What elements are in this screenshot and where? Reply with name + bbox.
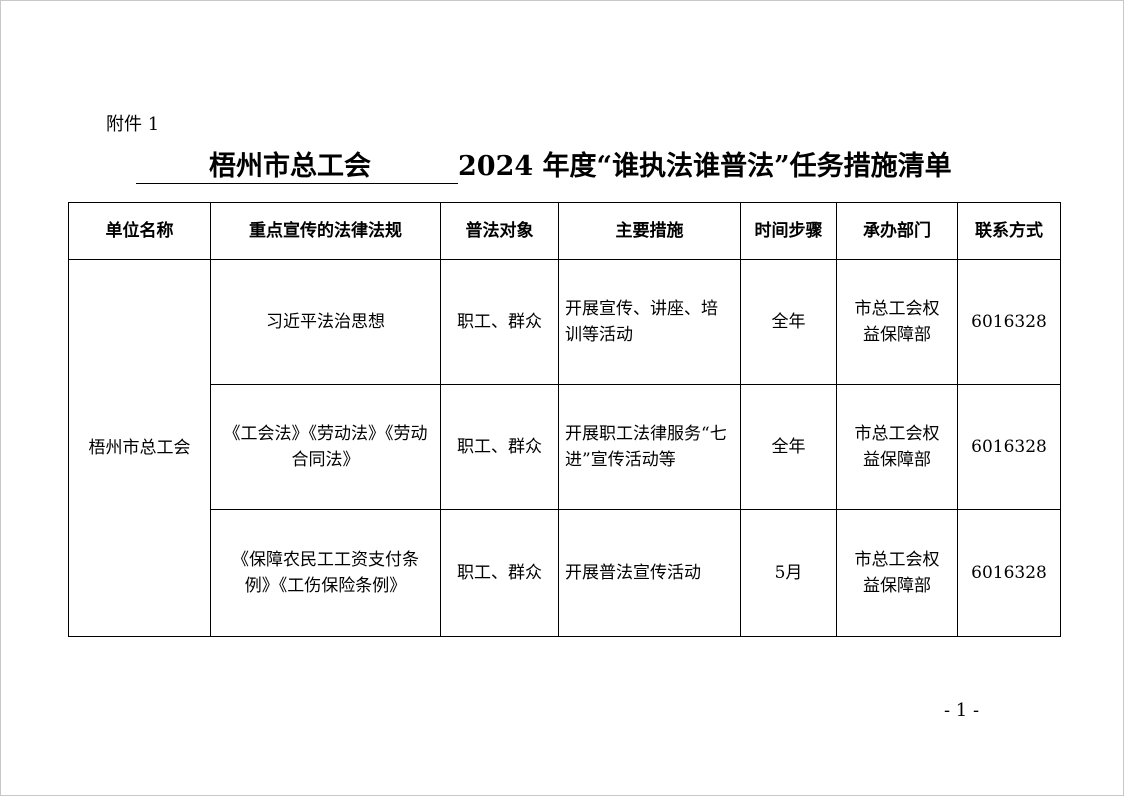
contact-cell: 6016328 [957,259,1061,385]
dept-cell: 市总工会权益保障部 [836,509,958,637]
header-cell: 重点宣传的法律法规 [210,202,441,260]
table-header-row: 单位名称 重点宣传的法律法规 普法对象 主要措施 时间步骤 承办部门 联系方式 [68,202,1061,260]
unit-name-cell: 梧州市总工会 [68,259,211,637]
target-cell: 职工、群众 [440,384,559,510]
table-row: 《工会法》《劳动法》《劳动合同法》 职工、群众 开展职工法律服务“七进”宣传活动… [69,384,1061,510]
law-cell: 《保障农民工工资支付条例》《工伤保险条例》 [210,509,441,637]
task-table: 单位名称 重点宣传的法律法规 普法对象 主要措施 时间步骤 承办部门 联系方式 … [68,202,1061,637]
measure-cell: 开展宣传、讲座、培训等活动 [558,259,741,385]
target-cell: 职工、群众 [440,259,559,385]
table-row: 梧州市总工会 习近平法治思想 职工、群众 开展宣传、讲座、培训等活动 全年 市总… [68,259,1061,637]
measure-cell: 开展职工法律服务“七进”宣传活动等 [558,384,741,510]
page-number: - 1 - [944,700,980,721]
attachment-label: 附件 1 [106,114,160,135]
header-cell: 普法对象 [440,202,559,260]
dept-cell: 市总工会权益保障部 [836,259,958,385]
law-cell: 《工会法》《劳动法》《劳动合同法》 [210,384,441,510]
time-cell: 全年 [740,384,837,510]
document-title: 梧州市总工会 2024 年度“谁执法谁普法”任务措施清单 [136,144,952,184]
header-cell: 主要措施 [558,202,741,260]
title-unit: 梧州市总工会 [136,144,458,184]
law-cell: 习近平法治思想 [210,259,441,385]
header-cell: 承办部门 [836,202,958,260]
contact-cell: 6016328 [957,509,1061,637]
contact-cell: 6016328 [957,384,1061,510]
header-cell: 单位名称 [68,202,211,260]
target-cell: 职工、群众 [440,509,559,637]
time-cell: 全年 [740,259,837,385]
measure-cell: 开展普法宣传活动 [558,509,741,637]
header-cell: 联系方式 [957,202,1061,260]
table-row: 《保障农民工工资支付条例》《工伤保险条例》 职工、群众 开展普法宣传活动 5月 … [69,509,1061,637]
time-cell: 5月 [740,509,837,637]
title-rest: 2024 年度“谁执法谁普法”任务措施清单 [458,151,952,182]
header-cell: 时间步骤 [740,202,837,260]
dept-cell: 市总工会权益保障部 [836,384,958,510]
